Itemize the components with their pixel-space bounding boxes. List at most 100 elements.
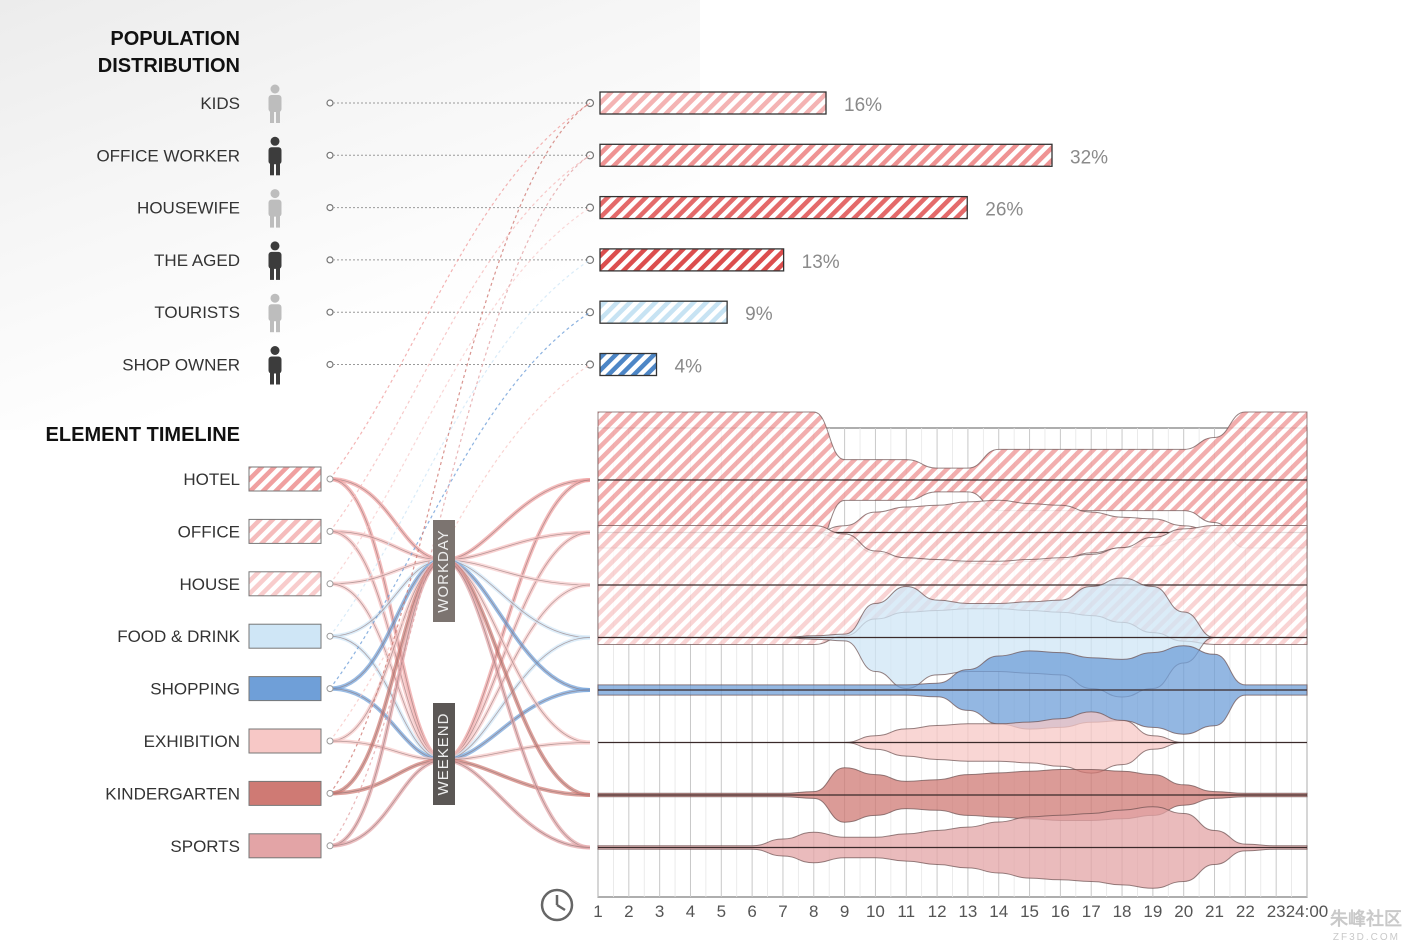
element-row-shopping: SHOPPING <box>150 676 334 702</box>
population-row-kids: KIDS 16% <box>200 84 882 123</box>
population-anchor-left <box>326 360 334 369</box>
hour-tick-label: 14 <box>989 902 1008 921</box>
element-swatch <box>248 466 322 492</box>
population-anchor-right <box>585 203 595 212</box>
population-label: TOURISTS <box>154 303 240 322</box>
population-bar <box>599 195 968 220</box>
population-anchor-left <box>326 151 334 159</box>
workday-label: WORKDAY <box>435 529 452 612</box>
population-row-shop-owner: SHOP OWNER 4% <box>122 346 702 385</box>
population-label: HOUSEWIFE <box>137 199 240 218</box>
hour-tick-label: 7 <box>778 902 787 921</box>
element-row-hotel: HOTEL <box>183 466 334 492</box>
population-value: 32% <box>1070 147 1108 168</box>
hour-tick-label: 9 <box>840 902 849 921</box>
population-link <box>329 311 591 689</box>
population-value: 9% <box>745 304 773 325</box>
hour-tick-label: 2 <box>624 902 633 921</box>
flow-sports-weekend <box>329 757 591 850</box>
woman-person-icon <box>268 189 282 228</box>
population-value: 13% <box>802 252 840 273</box>
element-anchor <box>326 737 334 745</box>
background-gradient <box>0 0 700 430</box>
population-anchor-right <box>585 255 595 264</box>
population-value: 4% <box>675 357 703 378</box>
element-anchor <box>326 842 334 850</box>
population-row-the-aged: THE AGED 13% <box>154 241 840 280</box>
hour-tick-label: 8 <box>809 902 818 921</box>
element-legend: HOTEL OFFICE HOUSE FOOD & DRINK SHOPPING EXHI… <box>105 466 334 859</box>
shop-owner-person-icon <box>268 346 282 385</box>
element-swatch <box>248 676 322 702</box>
hour-tick-label: 11 <box>897 902 915 921</box>
hour-tick-label: 23 <box>1267 902 1286 921</box>
hour-tick-label: 22 <box>1236 902 1255 921</box>
tourist-person-icon <box>268 293 282 333</box>
hour-tick-label: 21 <box>1205 902 1224 921</box>
population-value: 26% <box>985 200 1023 221</box>
population-rows: KIDS 16% OFFICE WORKER 32% HOUSEWIFE 26% THE A… <box>96 84 1108 385</box>
element-anchor <box>326 789 334 797</box>
population-bar <box>599 91 827 115</box>
element-label: HOTEL <box>183 470 240 489</box>
hour-tick-label: 1 <box>593 902 602 921</box>
element-row-sports: SPORTS <box>170 833 334 859</box>
man-in-suit-icon <box>268 136 282 176</box>
hour-tick-label: 20 <box>1174 902 1193 921</box>
population-bar <box>599 143 1053 167</box>
population-bar <box>599 248 785 272</box>
population-link <box>329 154 591 532</box>
watermark-text: 朱峰社区 <box>1330 908 1402 929</box>
element-label: OFFICE <box>178 522 240 541</box>
element-label: EXHIBITION <box>144 732 240 751</box>
hour-tick-label: 4 <box>686 902 695 921</box>
workday-label-box: WORKDAY <box>433 520 455 622</box>
hour-tick-label: 12 <box>928 902 947 921</box>
clock-icon <box>540 888 574 922</box>
element-label: SPORTS <box>170 837 240 856</box>
hour-tick-label: 19 <box>1143 902 1162 921</box>
population-link <box>329 207 591 585</box>
flow-house-weekend <box>329 581 591 763</box>
weekend-label-box: WEEKEND <box>433 703 455 805</box>
population-row-office-worker: OFFICE WORKER 32% <box>96 136 1108 176</box>
population-anchor-left <box>326 308 334 316</box>
hour-tick-label: 24:00 <box>1286 902 1329 921</box>
hour-axis: 1 2 3 4 5 6 7 8 9 10 11 12 13 14 15 16 17 18 19 20 21 22 23 24:… <box>593 902 1328 921</box>
element-label: HOUSE <box>180 575 240 594</box>
element-anchor <box>326 580 334 588</box>
population-label: SHOP OWNER <box>122 356 240 375</box>
element-swatch <box>248 833 322 859</box>
element-swatch <box>248 780 322 806</box>
population-anchor-left <box>326 256 334 264</box>
element-swatch <box>248 728 322 754</box>
population-label: KIDS <box>200 94 240 113</box>
population-label: THE AGED <box>154 251 240 270</box>
hour-tick-label: 17 <box>1082 902 1101 921</box>
hour-tick-label: 10 <box>866 902 885 921</box>
flow-outline <box>329 583 591 761</box>
population-label: OFFICE WORKER <box>96 146 240 165</box>
element-label: FOOD & DRINK <box>117 627 240 646</box>
population-anchor-right <box>585 360 595 369</box>
hour-tick-label: 3 <box>655 902 664 921</box>
population-bar <box>599 352 658 377</box>
population-anchor-left <box>326 99 334 107</box>
timeline-title: ELEMENT TIMELINE <box>46 424 240 446</box>
element-label: SHOPPING <box>150 680 240 699</box>
hour-tick-label: 16 <box>1051 902 1070 921</box>
flow-outline <box>329 759 591 848</box>
population-title-line1: POPULATION <box>110 28 240 50</box>
population-link <box>329 154 591 847</box>
element-swatch <box>248 518 322 544</box>
element-anchor <box>326 527 334 535</box>
element-swatch <box>248 571 322 597</box>
element-swatch <box>248 623 322 649</box>
population-anchor-right <box>585 308 595 317</box>
population-link <box>329 102 591 480</box>
population-value: 16% <box>844 95 882 116</box>
population-title-line2: DISTRIBUTION <box>98 55 240 77</box>
flow-hotel-weekend <box>329 477 591 763</box>
